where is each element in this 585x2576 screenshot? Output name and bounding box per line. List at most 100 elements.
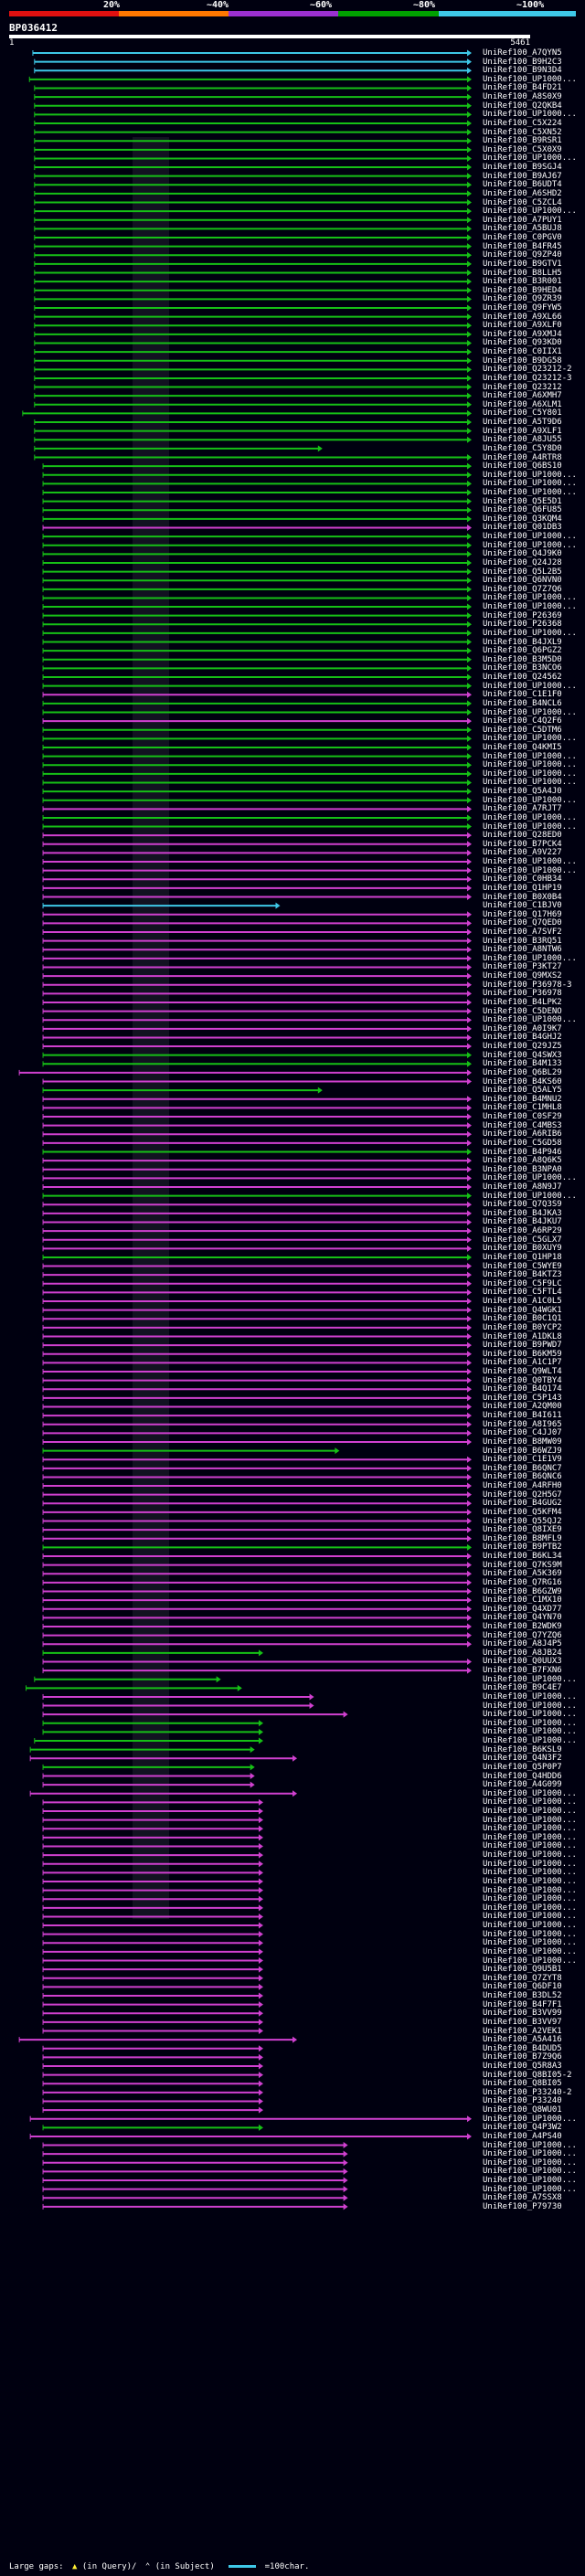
hit-label[interactable]: UniRef100_C5WYE9 xyxy=(483,1261,562,1271)
hit-label[interactable]: UniRef100_Q4N3F2 xyxy=(483,1754,562,1764)
hit-label[interactable]: UniRef100_B3VV99 xyxy=(483,2009,562,2019)
hit-label[interactable]: UniRef100_UP1000... xyxy=(483,2114,577,2124)
hit-label[interactable]: UniRef100_C5X0X9 xyxy=(483,144,562,154)
hit-label[interactable]: UniRef100_B8MW09 xyxy=(483,1436,562,1447)
hit-label[interactable]: UniRef100_Q8BI05-2 xyxy=(483,2070,572,2080)
hit-label[interactable]: UniRef100_C4Q2F6 xyxy=(483,716,562,726)
hit-label[interactable]: UniRef100_UP1000... xyxy=(483,1946,577,1956)
hit-label[interactable]: UniRef100_C0IIX1 xyxy=(483,347,562,357)
hit-label[interactable]: UniRef100_UP1000... xyxy=(483,1885,577,1895)
hit-label[interactable]: UniRef100_Q6NVN0 xyxy=(483,576,562,586)
hit-label[interactable]: UniRef100_UP1000... xyxy=(483,532,577,542)
hit-label[interactable]: UniRef100_Q6BL29 xyxy=(483,1067,562,1077)
hit-label[interactable]: UniRef100_UP1000... xyxy=(483,488,577,497)
hit-label[interactable]: UniRef100_Q7ZYT8 xyxy=(483,1973,562,1983)
hit-label[interactable]: UniRef100_B6UDT4 xyxy=(483,180,562,190)
hit-label[interactable]: UniRef100_B4KTZ3 xyxy=(483,1270,562,1280)
hit-label[interactable]: UniRef100_UP1000... xyxy=(483,751,577,761)
hit-label[interactable]: UniRef100_Q29JZ5 xyxy=(483,1042,562,1052)
hit-label[interactable]: UniRef100_UP1000... xyxy=(483,1191,577,1201)
hit-label[interactable]: UniRef100_UP1000... xyxy=(483,822,577,832)
hit-label[interactable]: UniRef100_Q4YN70 xyxy=(483,1613,562,1623)
hit-label[interactable]: UniRef100_Q23212-3 xyxy=(483,373,572,383)
hit-label[interactable]: UniRef100_UP1000... xyxy=(483,1832,577,1842)
hit-label[interactable]: UniRef100_UP1000... xyxy=(483,1929,577,1939)
hit-label[interactable]: UniRef100_B4GUG2 xyxy=(483,1499,562,1509)
hit-label[interactable]: UniRef100_UP1000... xyxy=(483,207,577,217)
hit-label[interactable]: UniRef100_Q7KS9M xyxy=(483,1560,562,1570)
hit-label[interactable]: UniRef100_Q28ED0 xyxy=(483,831,562,841)
hit-label[interactable]: UniRef100_A4G099 xyxy=(483,1780,562,1790)
hit-label[interactable]: UniRef100_B8MFL9 xyxy=(483,1533,562,1543)
hit-label[interactable]: UniRef100_B6WZJ9 xyxy=(483,1446,562,1456)
hit-label[interactable]: UniRef100_UP1000... xyxy=(483,1876,577,1886)
hit-label[interactable]: UniRef100_A6XMH7 xyxy=(483,391,562,401)
hit-label[interactable]: UniRef100_UP1000... xyxy=(483,1938,577,1948)
hit-label[interactable]: UniRef100_UP1000... xyxy=(483,1868,577,1878)
hit-label[interactable]: UniRef100_UP1000... xyxy=(483,1015,577,1025)
hit-label[interactable]: UniRef100_Q8IXE9 xyxy=(483,1525,562,1535)
hit-label[interactable]: UniRef100_A4RFH0 xyxy=(483,1481,562,1491)
hit-label[interactable]: UniRef100_B9C4E7 xyxy=(483,1683,562,1693)
hit-label[interactable]: UniRef100_UP1000... xyxy=(483,707,577,717)
hit-label[interactable]: UniRef100_UP1000... xyxy=(483,1850,577,1860)
hit-label[interactable]: UniRef100_B4JKU7 xyxy=(483,1217,562,1227)
hit-label[interactable]: UniRef100_UP1000... xyxy=(483,734,577,744)
hit-label[interactable]: UniRef100_UP1000... xyxy=(483,1807,577,1816)
hit-label[interactable]: UniRef100_P3KT27 xyxy=(483,962,562,972)
hit-label[interactable]: UniRef100_A7SSX8 xyxy=(483,2193,562,2203)
hit-label[interactable]: UniRef100_P26368 xyxy=(483,620,562,630)
hit-label[interactable]: UniRef100_A0I9K7 xyxy=(483,1023,562,1034)
hit-label[interactable]: UniRef100_Q9U5B1 xyxy=(483,1965,562,1975)
hit-label[interactable]: UniRef100_C5ZCL4 xyxy=(483,197,562,207)
hit-label[interactable]: UniRef100_B2WDK9 xyxy=(483,1621,562,1631)
hit-label[interactable]: UniRef100_UP1000... xyxy=(483,2149,577,2159)
hit-label[interactable]: UniRef100_A9XLF1 xyxy=(483,426,562,436)
hit-label[interactable]: UniRef100_B4F7F1 xyxy=(483,1999,562,2009)
hit-label[interactable]: UniRef100_B9GTV1 xyxy=(483,259,562,269)
hit-label[interactable]: UniRef100_A5A416 xyxy=(483,2035,562,2045)
hit-label[interactable]: UniRef100_Q23212 xyxy=(483,382,562,392)
hit-label[interactable]: UniRef100_A8NTW6 xyxy=(483,945,562,955)
hit-label[interactable]: UniRef100_A8I965 xyxy=(483,1419,562,1429)
hit-label[interactable]: UniRef100_A8JU55 xyxy=(483,435,562,445)
hit-label[interactable]: UniRef100_Q2H5G7 xyxy=(483,1489,562,1500)
hit-label[interactable]: UniRef100_UP1000... xyxy=(483,1841,577,1851)
hit-label[interactable]: UniRef100_A8JB24 xyxy=(483,1648,562,1658)
hit-label[interactable]: UniRef100_Q23212-2 xyxy=(483,365,572,375)
hit-label[interactable]: UniRef100_Q5A4J0 xyxy=(483,787,562,797)
hit-label[interactable]: UniRef100_A5T9D6 xyxy=(483,418,562,428)
hit-label[interactable]: UniRef100_A7RJT7 xyxy=(483,804,562,814)
hit-label[interactable]: UniRef100_UP1000... xyxy=(483,953,577,963)
hit-label[interactable]: UniRef100_UP1000... xyxy=(483,2167,577,2177)
hit-label[interactable]: UniRef100_B4FR45 xyxy=(483,241,562,251)
hit-label[interactable]: UniRef100_A7PUY1 xyxy=(483,215,562,225)
hit-label[interactable]: UniRef100_Q24J28 xyxy=(483,557,562,567)
hit-label[interactable]: UniRef100_UP1000... xyxy=(483,2140,577,2150)
hit-label[interactable]: UniRef100_Q3KQM4 xyxy=(483,514,562,524)
hit-label[interactable]: UniRef100_Q7Z7Q6 xyxy=(483,584,562,594)
hit-label[interactable]: UniRef100_UP1000... xyxy=(483,760,577,770)
hit-label[interactable]: UniRef100_UP1000... xyxy=(483,1797,577,1807)
hit-label[interactable]: UniRef100_UP1000... xyxy=(483,593,577,603)
hit-label[interactable]: UniRef100_B6QNC7 xyxy=(483,1463,562,1473)
hit-label[interactable]: UniRef100_B3NCO6 xyxy=(483,663,562,673)
hit-label[interactable]: UniRef100_C5FTL4 xyxy=(483,1288,562,1298)
hit-label[interactable]: UniRef100_UP1000... xyxy=(483,1824,577,1834)
hit-label[interactable]: UniRef100_A5BUJ8 xyxy=(483,224,562,234)
hit-label[interactable]: UniRef100_Q9ZP40 xyxy=(483,250,562,260)
hit-label[interactable]: UniRef100_A8N9J7 xyxy=(483,1182,562,1192)
hit-label[interactable]: UniRef100_B3R001 xyxy=(483,277,562,287)
hit-label[interactable]: UniRef100_B4MNU2 xyxy=(483,1094,562,1104)
hit-label[interactable]: UniRef100_B3NPA0 xyxy=(483,1164,562,1174)
hit-label[interactable]: UniRef100_Q5P0P7 xyxy=(483,1762,562,1772)
hit-label[interactable]: UniRef100_UP1000... xyxy=(483,865,577,875)
hit-label[interactable]: UniRef100_Q1HP19 xyxy=(483,883,562,893)
hit-label[interactable]: UniRef100_Q8BI05 xyxy=(483,2079,562,2089)
hit-label[interactable]: UniRef100_Q5ALY5 xyxy=(483,1086,562,1096)
hit-label[interactable]: UniRef100_UP1000... xyxy=(483,1956,577,1966)
hit-label[interactable]: UniRef100_B7PCK4 xyxy=(483,839,562,849)
hit-label[interactable]: UniRef100_UP1000... xyxy=(483,681,577,691)
hit-label[interactable]: UniRef100_Q6FU85 xyxy=(483,505,562,515)
hit-label[interactable]: UniRef100_A9XL66 xyxy=(483,312,562,322)
